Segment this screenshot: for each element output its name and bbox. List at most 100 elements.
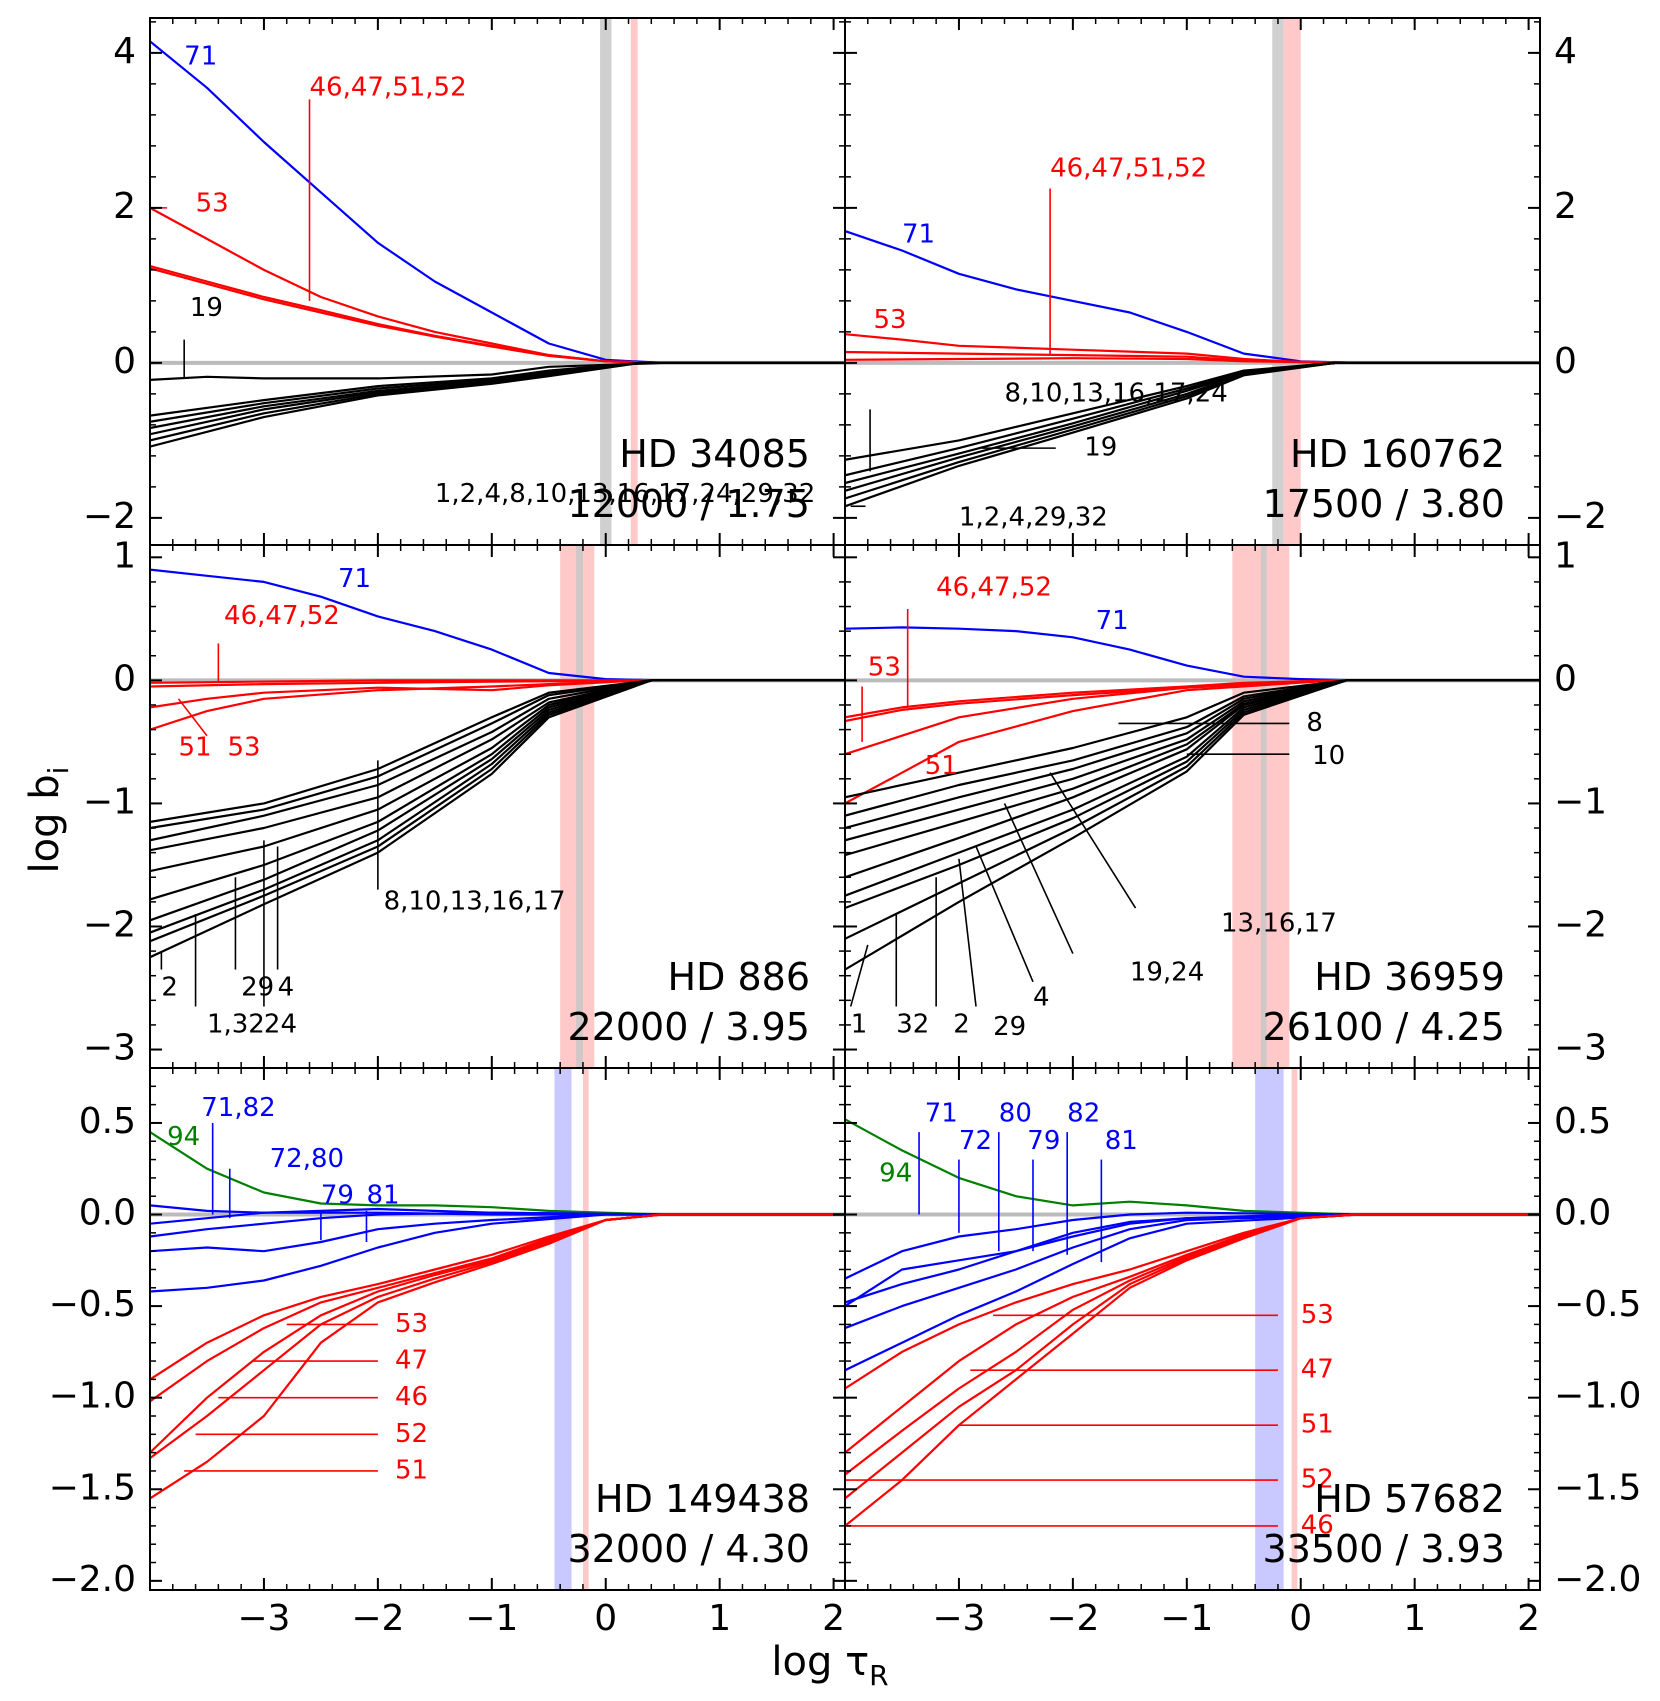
- curve-label: 94: [879, 1159, 912, 1189]
- y-tick-label: 0: [1554, 658, 1577, 699]
- curve-label: 53: [227, 733, 260, 763]
- tau-band: [600, 18, 612, 545]
- plot-area: [845, 545, 1540, 1068]
- label-leader: [849, 944, 869, 1007]
- star-name: HD 34085: [619, 432, 810, 476]
- y-tick-label: −2: [1554, 496, 1607, 537]
- departure-curve-green: [845, 1118, 1540, 1216]
- curve-label: 8,10,13,16,17,24: [1005, 378, 1228, 408]
- curve-label: 53: [868, 653, 901, 683]
- curve-label: 1,2,4,8,10,13,16,17,24,29,32: [435, 479, 815, 509]
- tau-band: [630, 18, 638, 545]
- departure-curve-red: [845, 1213, 1540, 1390]
- y-tick-label: −2.0: [1554, 1559, 1641, 1600]
- curve-label: 79: [1027, 1126, 1060, 1156]
- departure-curve-black: [150, 361, 845, 423]
- departure-curve-blue: [845, 626, 1540, 682]
- y-tick-label: −2: [83, 904, 136, 945]
- curve-label: 71: [184, 41, 217, 71]
- departure-curve-blue: [845, 1213, 1540, 1372]
- y-tick-label: −2.0: [49, 1559, 136, 1600]
- x-tick-label: 0: [1289, 1598, 1312, 1639]
- y-tick-label: −1.0: [1554, 1376, 1641, 1417]
- curve-label: 19: [1084, 433, 1117, 463]
- curve-label: 51: [178, 733, 211, 763]
- y-tick-label: 1: [1554, 535, 1577, 576]
- plot-area: [150, 1068, 845, 1590]
- panel-3: 71 46,47,52 51 53 8,10,13,16,17 2 29 4 1,32 24 −3 −…: [83, 535, 846, 1069]
- y-tick-label: −0.5: [1554, 1284, 1641, 1325]
- departure-curve-black: [845, 679, 1540, 971]
- y-tick-label: −2: [83, 496, 136, 537]
- curve-label: 51: [925, 751, 958, 781]
- departure-curve-blue: [845, 1213, 1540, 1330]
- curve-label: 79: [321, 1181, 354, 1211]
- star-parameters: 22000 / 3.95: [568, 1005, 810, 1049]
- star-name: HD 36959: [1314, 955, 1505, 999]
- curve-label: 19,24: [1130, 958, 1204, 988]
- curve-label: 1,2,4,29,32: [959, 502, 1108, 532]
- y-tick-label: −3: [83, 1028, 136, 1069]
- departure-curve-red: [150, 1213, 845, 1381]
- y-axis-title: log bi: [22, 767, 75, 874]
- curve-label: 80: [999, 1098, 1032, 1128]
- curve-label: 47: [395, 1346, 428, 1376]
- curve-label: 94: [167, 1122, 200, 1152]
- x-tick-label: 1: [1403, 1598, 1426, 1639]
- plot-area: [845, 1068, 1540, 1590]
- star-name: HD 160762: [1290, 432, 1505, 476]
- curve-label: 53: [873, 305, 906, 335]
- tau-band: [1283, 18, 1301, 545]
- y-tick-label: −1: [1554, 781, 1607, 822]
- label-leader: [958, 858, 977, 1007]
- curve-label: 52: [1301, 1465, 1334, 1495]
- curve-label: 19: [190, 293, 223, 323]
- y-tick-label: 2: [113, 186, 136, 227]
- curve-label: 1,32: [207, 1009, 265, 1039]
- star-parameters: 26100 / 4.25: [1263, 1005, 1505, 1049]
- curve-label: 53: [1301, 1300, 1334, 1330]
- curve-label: 8,10,13,16,17: [384, 886, 566, 916]
- curve-label: 29: [241, 973, 274, 1003]
- x-tick-label: 2: [822, 1598, 845, 1639]
- label-leader: [975, 846, 1034, 983]
- plot-area: [150, 545, 845, 1068]
- y-tick-label: 0: [1554, 341, 1577, 382]
- departure-curve-red: [845, 679, 1540, 756]
- x-tick-label: −2: [1046, 1598, 1099, 1639]
- curve-label: 81: [366, 1181, 399, 1211]
- curve-label: 53: [395, 1309, 428, 1339]
- x-axis: −3 −2 −1 0 1 2 −3 −2 −1 0 1 2: [237, 1598, 1540, 1639]
- tau-band: [1291, 1068, 1298, 1590]
- tau-band: [582, 1068, 589, 1590]
- x-axis-title: log τR: [771, 1639, 888, 1692]
- plot-area: [150, 18, 845, 545]
- y-tick-label: −1.5: [1554, 1467, 1641, 1508]
- departure-curve-blue: [845, 1213, 1540, 1308]
- x-tick-label: 1: [708, 1598, 731, 1639]
- star-name: HD 149438: [595, 1477, 810, 1521]
- curve-label: 71: [925, 1098, 958, 1128]
- curve-label: 71: [902, 220, 935, 250]
- curve-label: 29: [993, 1012, 1026, 1042]
- x-tick-label: −1: [465, 1598, 518, 1639]
- y-tick-label: 1: [113, 535, 136, 576]
- y-tick-label: −0.5: [49, 1284, 136, 1325]
- departure-curve-blue: [150, 1213, 845, 1253]
- y-tick-label: 4: [1554, 31, 1577, 72]
- tau-band: [554, 1068, 572, 1590]
- curve-label: 32: [896, 1009, 929, 1039]
- y-tick-label: 0: [113, 658, 136, 699]
- departure-curve-blue: [150, 1213, 845, 1293]
- tau-band: [1255, 1068, 1284, 1590]
- label-leader: [177, 698, 208, 737]
- tau-band: [1260, 545, 1267, 1068]
- plot-area: [845, 18, 1540, 545]
- star-name: HD 57682: [1314, 1477, 1505, 1521]
- label-leader: [1003, 803, 1074, 954]
- y-tick-label: −2: [1554, 904, 1607, 945]
- star-parameters: 33500 / 3.93: [1263, 1527, 1505, 1571]
- curve-label: 46,47,51,52: [310, 72, 467, 102]
- star-parameters: 32000 / 4.30: [568, 1527, 810, 1571]
